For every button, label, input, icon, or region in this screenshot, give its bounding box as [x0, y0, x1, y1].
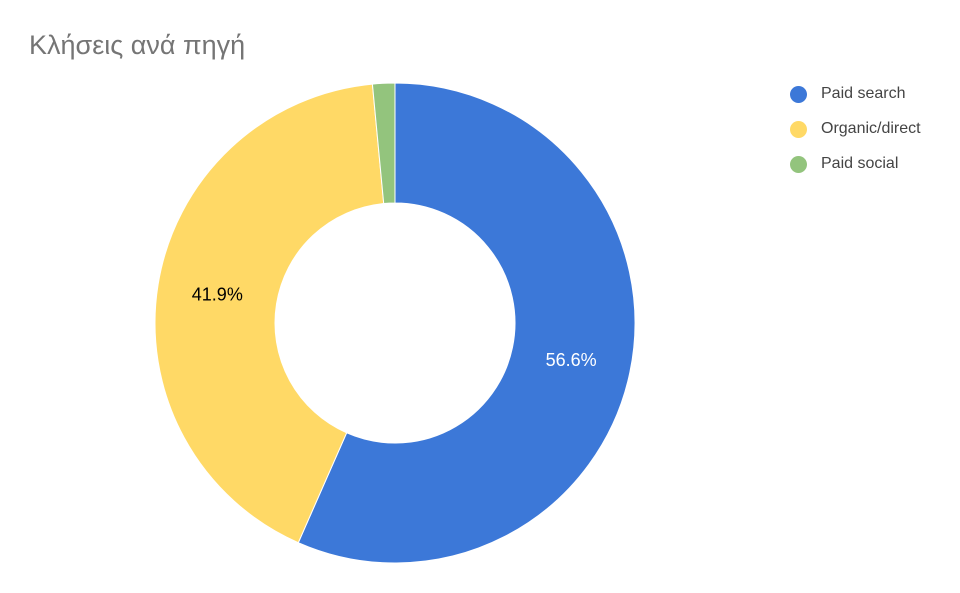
legend-label-paid-search: Paid search [821, 85, 906, 102]
legend-item-paid-search[interactable]: Paid search [790, 84, 921, 104]
slice-paid-social[interactable] [371, 82, 396, 205]
chart-legend: Paid search Organic/direct Paid social [790, 84, 921, 189]
slice-label-organic-direct: 41.9% [192, 284, 243, 304]
legend-item-organic-direct[interactable]: Organic/direct [790, 119, 921, 139]
legend-item-paid-social[interactable]: Paid social [790, 154, 921, 174]
legend-swatch-paid-search [790, 85, 807, 103]
legend-swatch-organic-direct [790, 120, 807, 138]
slice-label-paid-search: 56.6% [546, 350, 597, 370]
slice-paid-search[interactable] [297, 82, 636, 564]
chart-title: Κλήσεις ανά πηγή [29, 30, 246, 60]
legend-swatch-paid-social [790, 155, 807, 173]
legend-label-organic-direct: Organic/direct [821, 120, 921, 137]
legend-label-paid-social: Paid social [821, 155, 899, 172]
slice-organic-direct[interactable] [154, 83, 385, 544]
